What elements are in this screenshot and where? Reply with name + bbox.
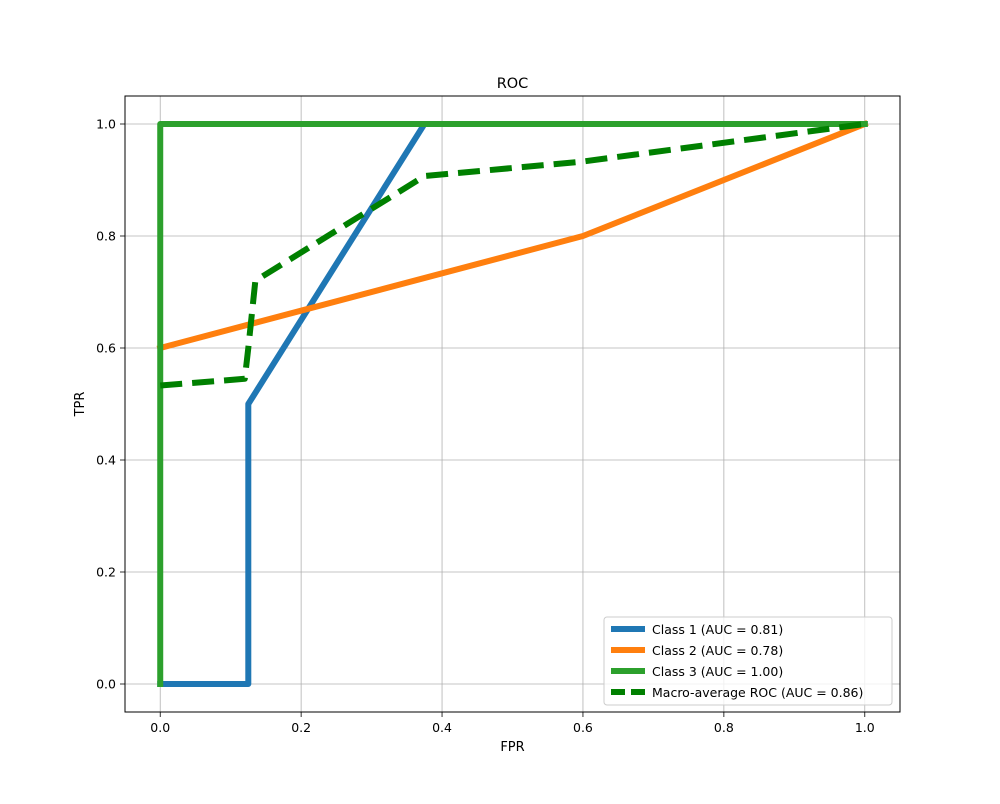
x-tick-label: 0.4 — [432, 720, 452, 735]
x-tick-label: 0.0 — [150, 720, 170, 735]
series-line-macro-average — [159, 121, 866, 389]
legend-label: Macro-average ROC (AUC = 0.86) — [652, 685, 863, 700]
series-line-class-3 — [157, 121, 868, 687]
y-tick-label: 0.6 — [96, 341, 116, 356]
y-tick-label: 1.0 — [96, 117, 116, 132]
x-axis-label: FPR — [500, 740, 524, 755]
y-tick-label: 0.8 — [96, 229, 116, 244]
plot-frame — [124, 95, 901, 713]
chart-title: ROC — [497, 76, 529, 92]
y-axis-label: TPR — [73, 392, 88, 418]
tick-layer: 0.0 0.2 0.4 0.6 0.8 1.0 0.0 0.2 0.4 0.6 0.8 1.0 — [96, 117, 875, 736]
series-line-class-2 — [156, 120, 869, 352]
legend-box — [603, 616, 893, 706]
y-tick-label: 0.0 — [96, 677, 116, 692]
y-tick-label: 0.2 — [96, 565, 116, 580]
x-tick-label: 0.6 — [573, 720, 593, 735]
y-tick-label: 0.4 — [96, 453, 116, 468]
series-layer — [156, 120, 869, 687]
legend: Class 1 (AUC = 0.81) Class 2 (AUC = 0.78)… — [603, 616, 893, 706]
legend-label: Class 1 (AUC = 0.81) — [652, 622, 783, 637]
legend-label: Class 3 (AUC = 1.00) — [652, 664, 783, 679]
x-tick-label: 1.0 — [855, 720, 875, 735]
x-tick-label: 0.2 — [291, 720, 311, 735]
x-tick-label: 0.8 — [714, 720, 734, 735]
legend-label: Class 2 (AUC = 0.78) — [652, 643, 783, 658]
series-line-class-1 — [157, 121, 868, 687]
